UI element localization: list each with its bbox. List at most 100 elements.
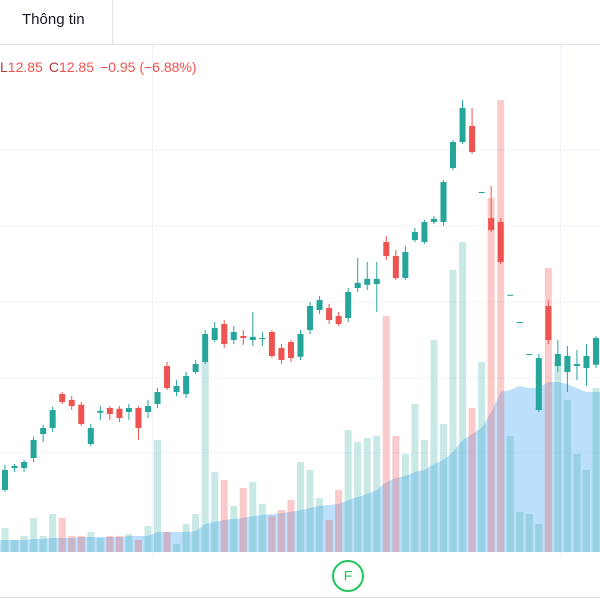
candle-body (249, 336, 256, 340)
candle-body (268, 332, 275, 356)
ohlc-legend: L12.85 C12.85 −0.95 (−6.88%) (0, 59, 197, 75)
candle-body (307, 306, 314, 330)
volume-bar (363, 438, 371, 552)
volume-bar (106, 536, 114, 552)
volume-bar (163, 532, 171, 552)
candle-body (335, 316, 342, 324)
volume-bar (144, 526, 152, 552)
tab-label[interactable]: Thông tin (22, 11, 85, 28)
volume-bar (68, 536, 76, 552)
candle-body (535, 358, 542, 410)
volume-bar (115, 536, 123, 552)
candle-body (68, 400, 75, 406)
candle-body (526, 354, 533, 355)
volume-bar (582, 470, 590, 552)
candle-body (593, 338, 599, 365)
candle-body (345, 292, 352, 318)
candle-body (202, 334, 209, 362)
legend-change: −0.95 (−6.88%) (100, 59, 197, 75)
volume-bar (201, 362, 209, 552)
candle-body (211, 328, 218, 340)
volume-bar (173, 544, 181, 552)
volume-bar (487, 198, 495, 552)
candle-body (450, 142, 457, 168)
candle-body (183, 376, 190, 394)
volume-bar (354, 442, 362, 552)
candle-body (230, 332, 237, 340)
volume-bar (297, 462, 304, 552)
candle-body (278, 348, 285, 360)
candle-body (125, 408, 132, 412)
volume-bar (497, 100, 505, 552)
candle-body (164, 366, 171, 388)
candle-body (154, 392, 161, 404)
candle-body (97, 410, 104, 413)
candle-body (116, 408, 123, 418)
volume-bar (439, 424, 447, 552)
candle-body (40, 428, 47, 434)
volume-bar (58, 518, 66, 552)
candle-body (478, 192, 485, 193)
candle-body (516, 322, 523, 323)
candle-body (326, 308, 333, 320)
candle-body (144, 406, 151, 412)
candle-body (440, 182, 447, 222)
volume-bar (287, 500, 295, 552)
candle-body (30, 440, 37, 458)
volume-bar (373, 436, 381, 552)
volume-bar (506, 436, 514, 552)
volume-bar (316, 498, 324, 552)
volume-bar (211, 472, 219, 552)
volume-bar (30, 518, 38, 552)
volume-bar (192, 514, 200, 552)
candle-body (78, 404, 85, 424)
volume-bar (592, 388, 600, 552)
volume-bar (468, 408, 476, 552)
candle-body (573, 364, 580, 366)
volume-bar (11, 540, 19, 552)
candle-body (421, 222, 428, 242)
event-marker[interactable] (332, 560, 364, 592)
volume-bar (134, 540, 142, 552)
volume-bar (392, 436, 400, 552)
candle-body (373, 278, 380, 284)
volume-bar (382, 316, 390, 552)
volume-bar (535, 524, 543, 552)
volume-bar (411, 404, 419, 552)
volume-bar (344, 430, 352, 552)
volume-bar (220, 480, 228, 552)
candle-body (564, 356, 571, 372)
event-marker-label[interactable]: F (344, 568, 353, 584)
volume-bar (39, 536, 47, 552)
candle-body (297, 334, 304, 357)
candle-body (11, 466, 18, 468)
legend-key: C (49, 59, 59, 75)
legend-key: L (0, 59, 8, 75)
volume-bar (258, 504, 266, 552)
candle-body (459, 108, 466, 142)
candle-body (135, 408, 142, 428)
candle-body (507, 294, 514, 296)
volume-bar (420, 440, 428, 552)
volume-bar (563, 400, 571, 552)
candle-body (383, 242, 390, 256)
candle-body (221, 324, 228, 344)
candle-body (49, 410, 56, 428)
candle-body (287, 342, 294, 358)
volume-bar (401, 454, 409, 552)
volume-bar (230, 506, 238, 552)
candle-body (469, 126, 476, 152)
volume-bar (239, 488, 247, 552)
candle-body (411, 232, 418, 240)
volume-bar (277, 510, 285, 552)
candle-body (240, 336, 247, 338)
candle-body (106, 408, 113, 414)
volume-bar (573, 454, 581, 552)
volume-bar (449, 270, 457, 552)
volume-bar (154, 440, 162, 552)
volume-bar (249, 482, 257, 552)
candle-body (430, 218, 437, 222)
volume-ma-area (0, 382, 600, 552)
volume-bar (478, 362, 486, 552)
candle-body (583, 356, 590, 368)
